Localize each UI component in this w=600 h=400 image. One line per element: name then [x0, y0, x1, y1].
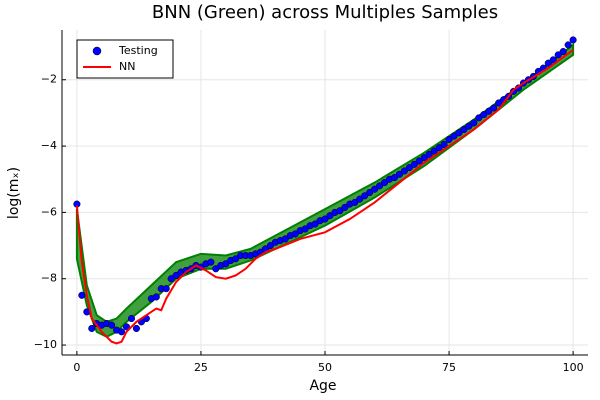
y-tick-label: −8 [41, 272, 57, 285]
testing-point [78, 291, 86, 299]
testing-point [490, 104, 498, 112]
testing-point [376, 182, 384, 190]
testing-point [390, 174, 399, 182]
testing-point [410, 160, 418, 168]
testing-point [480, 111, 488, 119]
testing-point [341, 203, 349, 211]
testing-point [554, 51, 562, 59]
testing-point [232, 255, 240, 263]
testing-point [371, 185, 379, 193]
x-axis-label: Age [309, 378, 336, 394]
testing-point [301, 225, 309, 233]
testing-point [117, 328, 126, 336]
legend-marker [92, 46, 102, 56]
testing-point [470, 119, 478, 127]
testing-point [460, 125, 468, 134]
testing-point [266, 242, 274, 250]
x-tick-label: 0 [73, 361, 80, 374]
testing-point [455, 129, 463, 137]
testing-point [380, 179, 389, 187]
testing-point [445, 135, 453, 143]
y-tick-label: −6 [41, 205, 57, 218]
testing-point [366, 188, 374, 197]
x-tick-label: 100 [563, 361, 584, 374]
testing-point [167, 275, 175, 283]
testing-point [425, 150, 433, 158]
x-tick-label: 50 [318, 361, 332, 374]
testing-point [420, 154, 428, 162]
testing-point [356, 195, 364, 203]
testing-point [122, 323, 131, 331]
testing-point [291, 230, 299, 238]
chart-title: BNN (Green) across Multiples Samples [152, 2, 498, 23]
testing-point [321, 215, 329, 223]
y-tick-label: −10 [34, 338, 57, 351]
testing-point [435, 144, 443, 152]
testing-point [351, 198, 359, 206]
testing-point [127, 314, 136, 323]
testing-point [152, 293, 160, 301]
testing-point [88, 324, 96, 333]
legend-label: NN [119, 60, 135, 73]
testing-point [400, 167, 408, 175]
testing-point [440, 140, 448, 148]
legend-label: Testing [118, 44, 158, 57]
testing-point [485, 107, 493, 115]
testing-point [336, 207, 344, 215]
y-axis-label: log(mₓ) [6, 167, 22, 219]
testing-point [361, 192, 369, 200]
nn-line [75, 49, 574, 345]
testing-point [326, 212, 334, 220]
testing-point [405, 164, 413, 172]
testing-point [207, 258, 215, 266]
testing-point [108, 321, 116, 329]
testing-point [465, 122, 473, 130]
legend-box [76, 39, 174, 79]
testing-point [212, 265, 220, 273]
testing-point [559, 48, 567, 56]
legend: Testing NN [76, 39, 174, 79]
y-tick-label: −2 [41, 73, 57, 86]
testing-point [172, 271, 180, 279]
testing-point [544, 59, 552, 67]
testing-point [132, 324, 140, 333]
testing-point [450, 132, 458, 140]
testing-point [222, 260, 230, 268]
y-tick-label: −4 [41, 139, 57, 152]
testing-point [430, 147, 438, 155]
testing-point [281, 235, 289, 243]
testing-point [415, 157, 423, 165]
testing-point [311, 220, 319, 228]
testing-point [162, 285, 170, 293]
testing-point [395, 170, 403, 178]
testing-point [564, 41, 572, 49]
testing-point [475, 114, 483, 122]
x-tick-label: 75 [442, 361, 456, 374]
testing-point [569, 36, 577, 44]
x-tick-label: 25 [194, 361, 208, 374]
testing-point [549, 56, 557, 64]
testing-point [495, 99, 503, 107]
